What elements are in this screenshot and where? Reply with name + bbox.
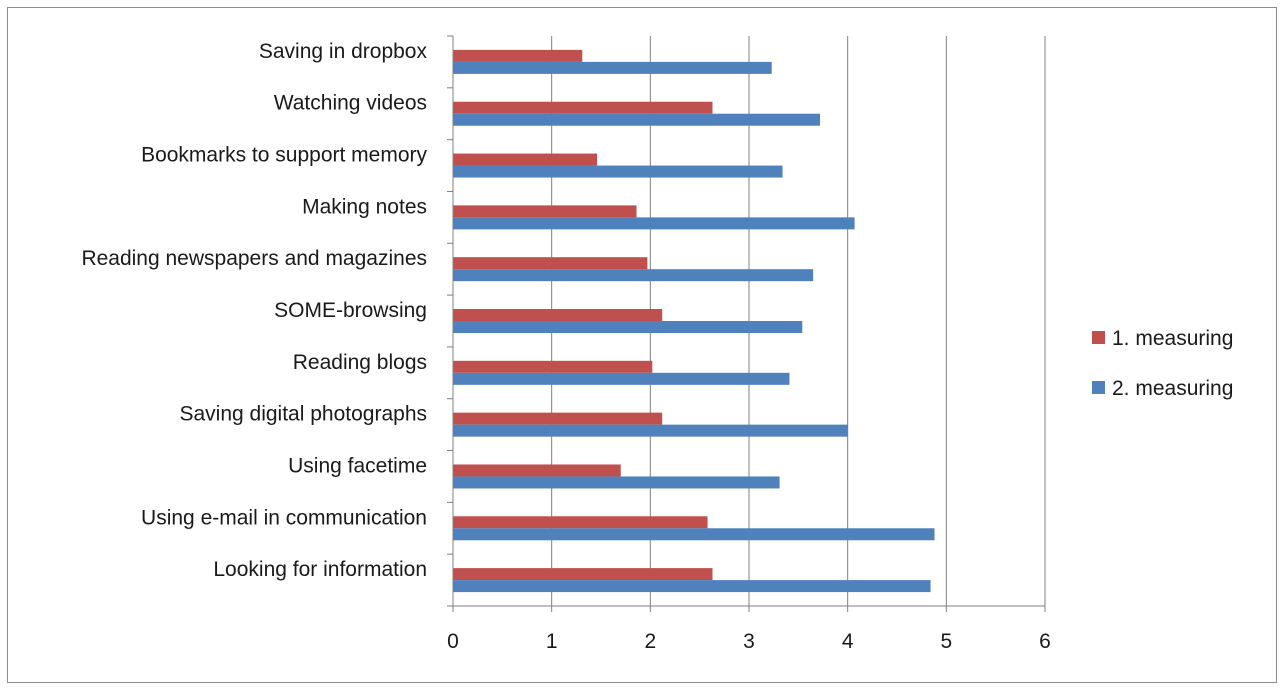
bar-measuring-1 xyxy=(453,360,653,373)
category-label: Bookmarks to support memory xyxy=(141,144,427,167)
category-label: Reading newspapers and magazines xyxy=(81,247,427,270)
bars xyxy=(453,49,935,593)
bar-measuring-2 xyxy=(453,269,814,282)
category-label: Saving digital photographs xyxy=(179,403,427,426)
x-tick-label: 0 xyxy=(447,630,459,653)
x-tick-label: 5 xyxy=(940,630,952,653)
category-label: Saving in dropbox xyxy=(259,40,428,63)
legend-swatch xyxy=(1092,381,1105,394)
bar-measuring-1 xyxy=(453,309,663,321)
bar-measuring-2 xyxy=(453,113,821,126)
bar-measuring-1 xyxy=(453,412,663,425)
x-tick-label: 4 xyxy=(842,630,854,653)
axes xyxy=(447,35,1046,612)
bar-measuring-2 xyxy=(453,321,803,333)
bar-measuring-2 xyxy=(453,165,783,178)
x-tick-label: 3 xyxy=(743,630,755,653)
bar-measuring-1 xyxy=(453,153,598,166)
category-label: Making notes xyxy=(302,195,427,218)
bar-measuring-2 xyxy=(453,372,790,385)
bar-measuring-1 xyxy=(453,464,621,477)
bar-measuring-1 xyxy=(453,101,713,114)
bar-measuring-2 xyxy=(453,528,935,541)
bar-measuring-2 xyxy=(453,580,931,593)
category-label: Reading blogs xyxy=(293,351,427,374)
category-label: Watching videos xyxy=(274,92,427,115)
bar-measuring-1 xyxy=(453,49,583,62)
bar-measuring-2 xyxy=(453,217,855,230)
gridlines xyxy=(551,36,1046,606)
bar-measuring-2 xyxy=(453,61,772,74)
category-labels: Saving in dropbox Watching videos Bookmark… xyxy=(81,40,427,581)
x-tick-label: 1 xyxy=(546,630,558,653)
legend-label: 1. measuring xyxy=(1112,327,1233,350)
category-label: Looking for information xyxy=(213,558,427,581)
bar-measuring-2 xyxy=(453,424,848,437)
category-label: Using e-mail in communication xyxy=(141,506,427,529)
x-tick-labels: 0 1 2 3 4 5 6 xyxy=(447,630,1051,653)
bar-measuring-1 xyxy=(453,568,713,581)
legend: 1. measuring 2. measuring xyxy=(1092,327,1233,400)
x-tick-label: 2 xyxy=(644,630,656,653)
x-tick-label: 6 xyxy=(1039,630,1051,653)
legend-swatch xyxy=(1092,331,1105,344)
category-label: SOME-browsing xyxy=(274,299,427,322)
bar-measuring-1 xyxy=(453,205,637,218)
bar-measuring-1 xyxy=(453,516,708,529)
bar-measuring-2 xyxy=(453,476,780,489)
bar-measuring-1 xyxy=(453,257,648,270)
legend-label: 2. measuring xyxy=(1112,377,1233,400)
category-label: Using facetime xyxy=(288,454,427,477)
